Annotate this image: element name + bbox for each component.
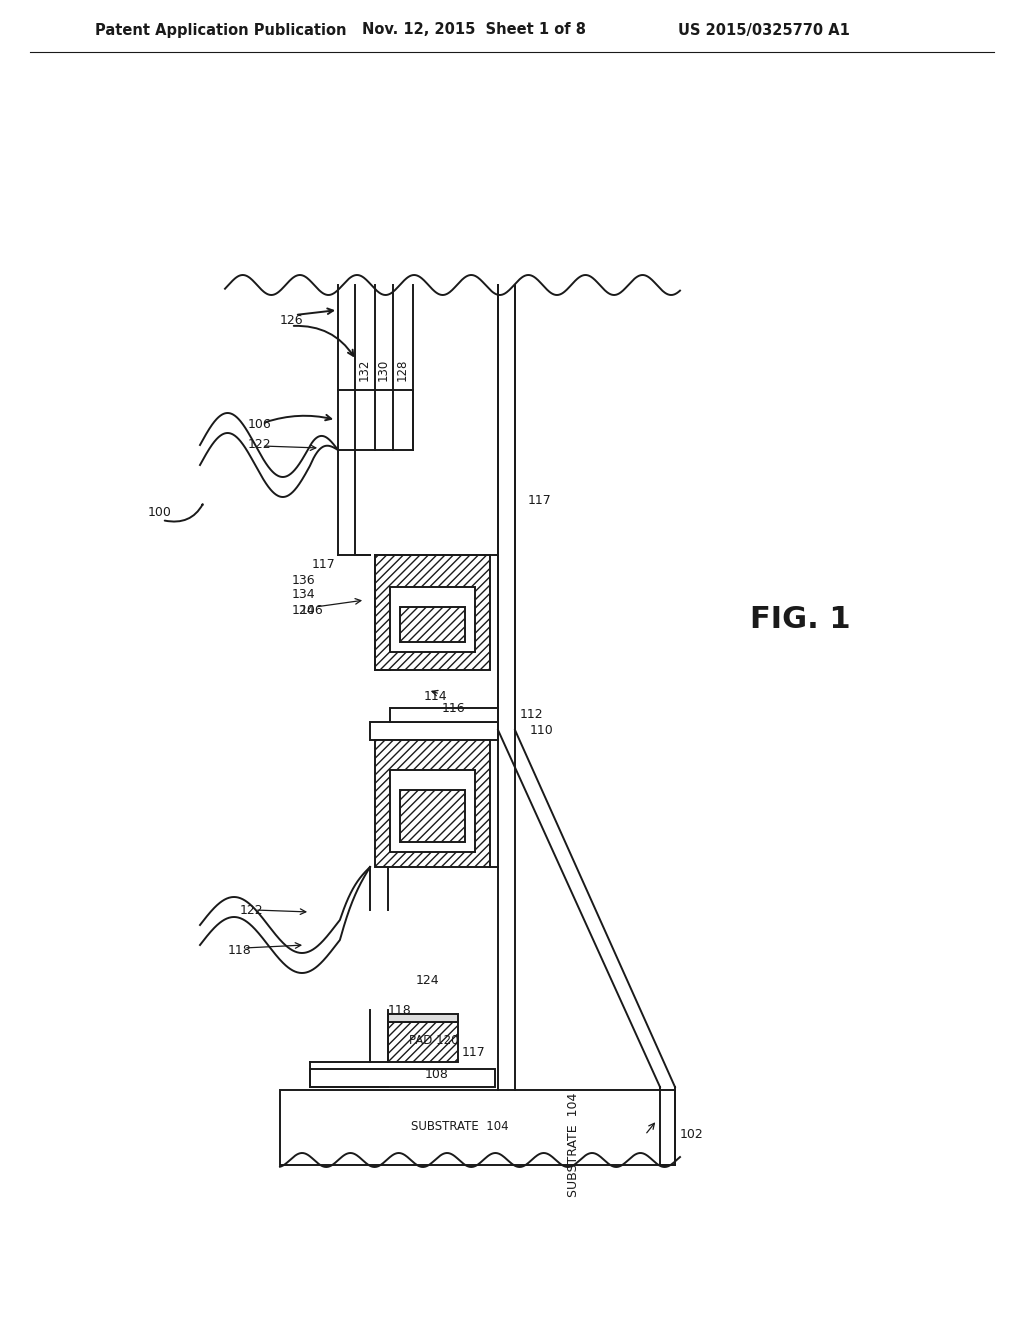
Text: 134: 134 — [292, 589, 315, 602]
Text: 128: 128 — [395, 359, 409, 381]
Text: 117: 117 — [312, 558, 336, 572]
Text: 106: 106 — [300, 603, 324, 616]
Text: US 2015/0325770 A1: US 2015/0325770 A1 — [678, 22, 850, 37]
Bar — [390, 770, 475, 851]
FancyArrowPatch shape — [165, 504, 203, 521]
Text: 110: 110 — [530, 725, 554, 738]
Bar — [390, 587, 475, 652]
Text: Nov. 12, 2015  Sheet 1 of 8: Nov. 12, 2015 Sheet 1 of 8 — [362, 22, 586, 37]
Bar — [400, 607, 465, 642]
Text: 126: 126 — [280, 314, 304, 326]
Text: 130: 130 — [377, 359, 389, 381]
Bar — [388, 1014, 458, 1022]
Text: 112: 112 — [520, 709, 544, 722]
Text: FIG. 1: FIG. 1 — [750, 606, 850, 635]
Text: 108: 108 — [425, 1068, 449, 1081]
Text: 132: 132 — [357, 359, 371, 381]
Bar — [310, 1069, 495, 1086]
Text: 124: 124 — [416, 974, 439, 986]
Text: 118: 118 — [388, 1003, 412, 1016]
Text: SUBSTRATE  104: SUBSTRATE 104 — [567, 1093, 580, 1197]
Bar — [375, 554, 490, 671]
Text: 122: 122 — [248, 438, 271, 451]
Bar — [375, 741, 490, 867]
Bar — [388, 1022, 458, 1063]
Text: 124: 124 — [292, 603, 315, 616]
Text: 114: 114 — [423, 689, 446, 702]
Text: Patent Application Publication: Patent Application Publication — [95, 22, 346, 37]
Text: 106: 106 — [248, 418, 271, 432]
Text: SUBSTRATE  104: SUBSTRATE 104 — [412, 1121, 509, 1134]
Text: 116: 116 — [441, 701, 465, 714]
Text: 117: 117 — [462, 1047, 485, 1060]
Bar — [370, 722, 498, 741]
Bar — [280, 1090, 675, 1166]
Bar — [390, 708, 498, 722]
Text: 100: 100 — [148, 506, 172, 519]
Text: 136: 136 — [292, 573, 315, 586]
Text: 118: 118 — [228, 944, 252, 957]
Text: 122: 122 — [240, 903, 263, 916]
Text: 102: 102 — [680, 1129, 703, 1142]
Text: PAD 120: PAD 120 — [409, 1034, 459, 1047]
Bar — [400, 789, 465, 842]
Text: 117: 117 — [528, 494, 552, 507]
